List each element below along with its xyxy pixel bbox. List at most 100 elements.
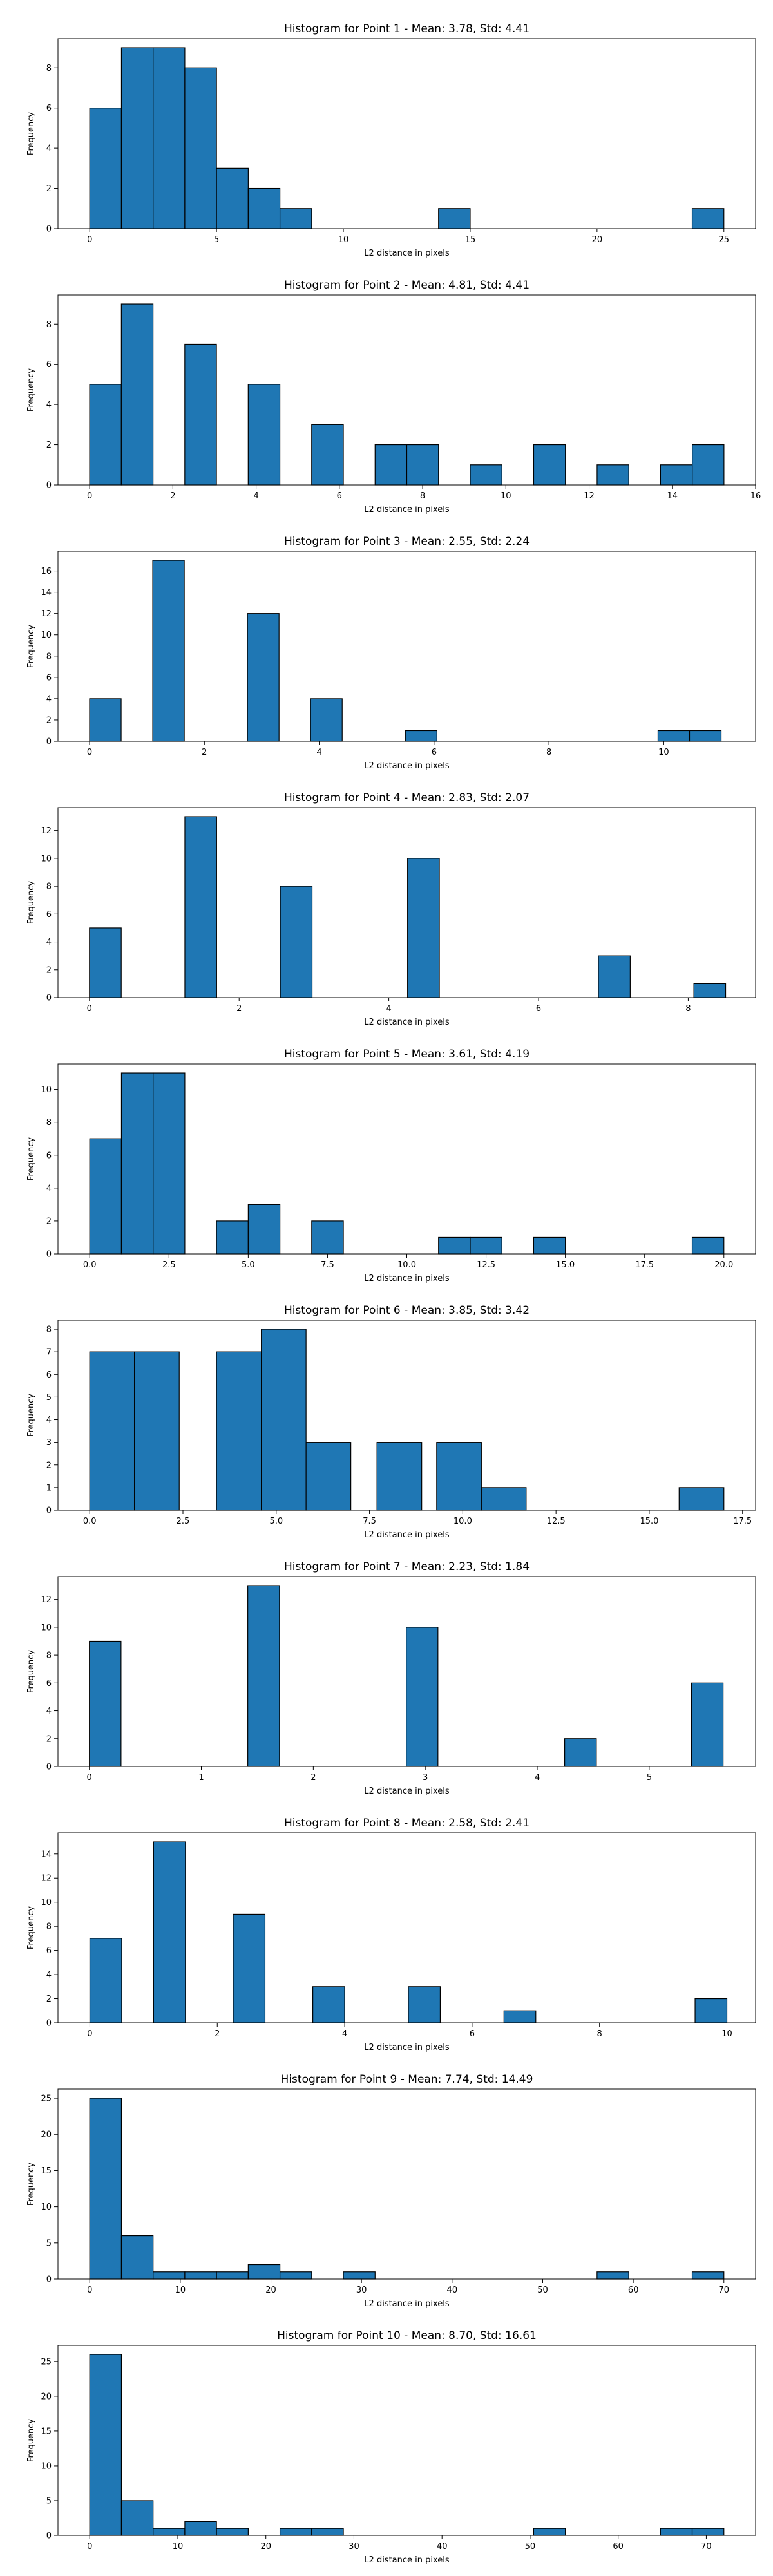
x-tick-label: 2.5 (162, 1260, 176, 1270)
x-tick-label: 4 (342, 2029, 347, 2039)
chart-title: Histogram for Point 8 - Mean: 2.58, Std:… (284, 1817, 530, 1830)
histogram-bar (153, 1841, 186, 2023)
y-axis-label: Frequency (26, 881, 36, 924)
x-tick-label: 20 (260, 2542, 271, 2552)
y-axis-label: Frequency (26, 1394, 36, 1437)
y-tick-label: 8 (46, 64, 52, 73)
y-tick-label: 2 (46, 440, 52, 450)
y-tick-label: 4 (46, 694, 52, 704)
histogram-panel-6: Histogram for Point 6 - Mean: 3.85, Std:… (26, 1304, 756, 1540)
histogram-bar (503, 2010, 537, 2023)
histogram-bar (184, 816, 217, 998)
histogram-bar (153, 2528, 186, 2536)
y-tick-label: 6 (46, 360, 52, 370)
histogram-bar (134, 1351, 180, 1511)
x-tick-label: 0.0 (83, 1517, 97, 1526)
x-tick-label: 30 (348, 2542, 359, 2552)
histogram-panel-4: Histogram for Point 4 - Mean: 2.83, Std:… (26, 791, 756, 1027)
x-axis-label: L2 distance in pixels (364, 2043, 450, 2052)
x-tick-label: 10 (501, 491, 511, 501)
x-tick-label: 6 (337, 491, 342, 501)
histogram-bar (436, 1442, 482, 1511)
y-tick-label: 12 (41, 1874, 52, 1884)
y-axis-label: Frequency (26, 625, 36, 668)
x-tick-label: 5 (647, 1773, 652, 1783)
y-tick-label: 2 (46, 1461, 52, 1470)
x-tick-label: 60 (628, 2286, 639, 2295)
y-tick-label: 8 (46, 1651, 52, 1661)
histogram-bar (153, 2271, 186, 2280)
x-tick-label: 14 (667, 491, 678, 501)
histogram-bar (678, 1487, 725, 1511)
x-tick-label: 20.0 (714, 1260, 733, 1270)
y-tick-label: 10 (41, 854, 52, 864)
histogram-bar (184, 2271, 217, 2280)
x-axis-label: L2 distance in pixels (364, 2299, 450, 2309)
histogram-bar (405, 730, 437, 742)
x-tick-label: 20 (265, 2286, 276, 2295)
histogram-bar (216, 2271, 249, 2280)
chart-title: Histogram for Point 6 - Mean: 3.85, Std:… (284, 1304, 530, 1317)
histogram-bar (407, 858, 440, 998)
histogram-bar (120, 2500, 154, 2536)
histogram-bar (438, 208, 471, 229)
x-tick-label: 0 (87, 748, 92, 757)
x-tick-label: 4 (253, 491, 258, 501)
histogram-bar (89, 1640, 122, 1767)
axes-frame (57, 2345, 756, 2536)
histogram-bar (374, 444, 408, 486)
histogram-panel-9: Histogram for Point 9 - Mean: 7.74, Std:… (26, 2073, 756, 2309)
y-tick-label: 4 (46, 1184, 52, 1193)
histogram-bar (216, 1220, 249, 1255)
x-tick-label: 10 (175, 2286, 186, 2295)
axes-frame (57, 1320, 756, 1511)
y-tick-label: 2 (46, 1734, 52, 1744)
y-tick-label: 5 (46, 2239, 52, 2248)
x-axis-label: L2 distance in pixels (364, 761, 450, 771)
histogram-bar (470, 1236, 502, 1255)
histogram-bar (693, 983, 727, 998)
histogram-bar (596, 2271, 629, 2280)
histogram-bar (120, 2235, 154, 2280)
x-axis-label: L2 distance in pixels (364, 1018, 450, 1027)
y-tick-label: 0 (46, 1763, 52, 1772)
x-tick-label: 4 (386, 1004, 391, 1014)
histogram-bar (694, 1998, 728, 2023)
x-axis-label: L2 distance in pixels (364, 249, 450, 258)
y-tick-label: 7 (46, 1348, 52, 1358)
histogram-bar (311, 2528, 344, 2536)
histogram-bar (305, 1442, 352, 1511)
y-tick-label: 14 (41, 588, 52, 598)
histogram-panel-1: Histogram for Point 1 - Mean: 3.78, Std:… (26, 23, 756, 258)
y-tick-label: 2 (46, 1994, 52, 2004)
histogram-bar (657, 730, 691, 742)
histogram-bar (120, 47, 154, 229)
y-tick-label: 16 (41, 567, 52, 576)
chart-title: Histogram for Point 5 - Mean: 3.61, Std:… (284, 1048, 530, 1061)
histogram-bar (120, 1072, 154, 1255)
axes-frame (57, 1832, 756, 2023)
histogram-bar (89, 1138, 122, 1255)
axes-frame (57, 294, 756, 486)
histogram-bar (216, 167, 249, 229)
y-tick-label: 10 (41, 2461, 52, 2471)
chart-title: Histogram for Point 2 - Mean: 4.81, Std:… (284, 279, 530, 292)
x-tick-label: 0 (87, 491, 92, 501)
y-tick-label: 10 (41, 1623, 52, 1633)
chart-title: Histogram for Point 9 - Mean: 7.74, Std:… (281, 2073, 533, 2086)
x-tick-label: 8 (420, 491, 425, 501)
x-tick-label: 7.5 (321, 1260, 334, 1270)
histogram-bar (247, 2264, 281, 2280)
histogram-bar (660, 464, 693, 486)
histogram-bar (470, 464, 502, 486)
y-tick-label: 0 (46, 2275, 52, 2285)
histogram-bar (247, 187, 281, 229)
histogram-bar (279, 2528, 312, 2536)
y-tick-label: 0 (46, 2532, 52, 2541)
histogram-bar (689, 730, 722, 742)
histogram-bar (89, 1351, 135, 1511)
y-tick-label: 14 (41, 1850, 52, 1859)
y-tick-label: 4 (46, 401, 52, 410)
y-axis-label: Frequency (26, 2419, 36, 2462)
